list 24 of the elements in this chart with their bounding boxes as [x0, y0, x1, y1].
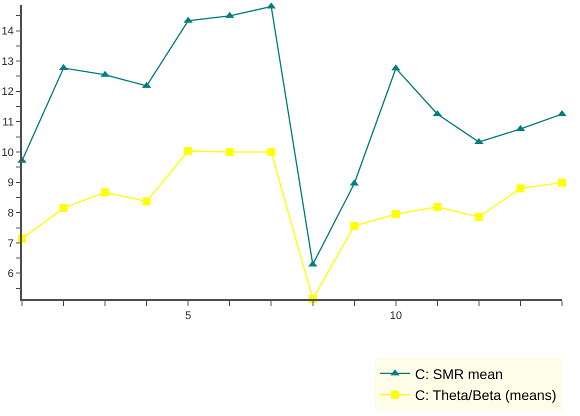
y-tick-label: 13 [2, 56, 14, 68]
point [267, 148, 276, 156]
y-tick-label: 14 [2, 26, 14, 38]
point [184, 147, 192, 156]
legend-label: C: SMR mean [415, 366, 503, 382]
point [60, 204, 68, 212]
y-tick-label: 7 [8, 238, 14, 250]
point [101, 188, 110, 196]
point [516, 184, 524, 192]
point [226, 148, 234, 156]
point [142, 197, 151, 206]
y-tick-label: 6 [8, 268, 14, 280]
x-tick-label: 5 [185, 310, 192, 322]
point [474, 212, 483, 221]
y-tick-label: 8 [8, 207, 14, 220]
point [350, 222, 358, 230]
point [433, 202, 442, 211]
y-tick-label: 12 [2, 86, 14, 98]
legend-label: C: Theta/Beta (means) [415, 387, 556, 404]
point [392, 210, 400, 218]
y-tick-label: 9 [8, 177, 14, 190]
point [558, 178, 566, 187]
y-tick-label: 10 [2, 146, 14, 159]
y-tick-label: 11 [2, 116, 14, 129]
